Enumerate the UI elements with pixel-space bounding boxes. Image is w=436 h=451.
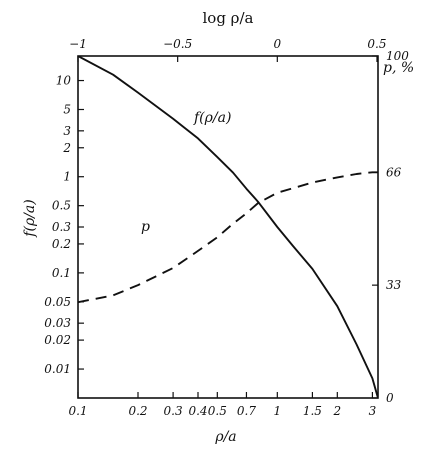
series-label-p: p [141,219,150,235]
y-left-tick-label: 0.05 [44,295,71,309]
x-tick-label: 0.2 [128,404,147,418]
top-tick-label: 0.5 [367,37,386,51]
x-axis-title: ρ/a [214,429,236,445]
series-line-p [78,171,378,304]
y-right-tick-label: 66 [386,165,402,179]
x-tick-label: 0.4 [188,404,207,418]
series-label-f: f(ρ/a) [193,110,231,126]
y-left-tick-label: 2 [62,141,71,155]
y-left-tick-label: 0.2 [52,237,71,251]
x-tick-label: 0.1 [68,404,87,418]
y-right-tick-label: 33 [386,278,402,292]
y-left-tick-label: 1 [63,170,71,184]
top-tick-label: −0.5 [163,37,192,51]
x-tick-label: 3 [369,404,377,418]
x-tick-label: 0.7 [237,404,256,418]
x-tick-label: 2 [332,404,341,418]
top-tick-label: 0 [273,37,281,51]
y-right-axis-title: p, % [383,60,414,76]
y-left-tick-label: 0.01 [44,362,71,376]
x-tick-label: 0.3 [164,404,183,418]
y-left-axis-title: f(ρ/a) [22,199,38,237]
y-left-tick-label: 10 [56,74,72,88]
y-right-tick-label: 0 [386,391,394,405]
x-tick-label: 1.5 [303,404,322,418]
y-left-tick-label: 0.5 [52,199,71,213]
y-left-tick-label: 3 [63,124,71,138]
top-tick-label: −1 [69,37,87,51]
x-tick-label: 0.5 [208,404,227,418]
x-tick-label: 1 [273,404,281,418]
top-axis-title: log ρ/a [202,9,253,27]
y-left-tick-label: 0.3 [52,220,71,234]
y-left-tick-label: 0.1 [52,266,71,280]
y-left-tick-label: 0.02 [44,333,71,347]
y-right-tick-label: 100 [386,49,409,63]
series-line-f [78,56,378,398]
y-left-tick-label: 0.03 [44,316,71,330]
y-left-tick-label: 5 [63,102,71,116]
